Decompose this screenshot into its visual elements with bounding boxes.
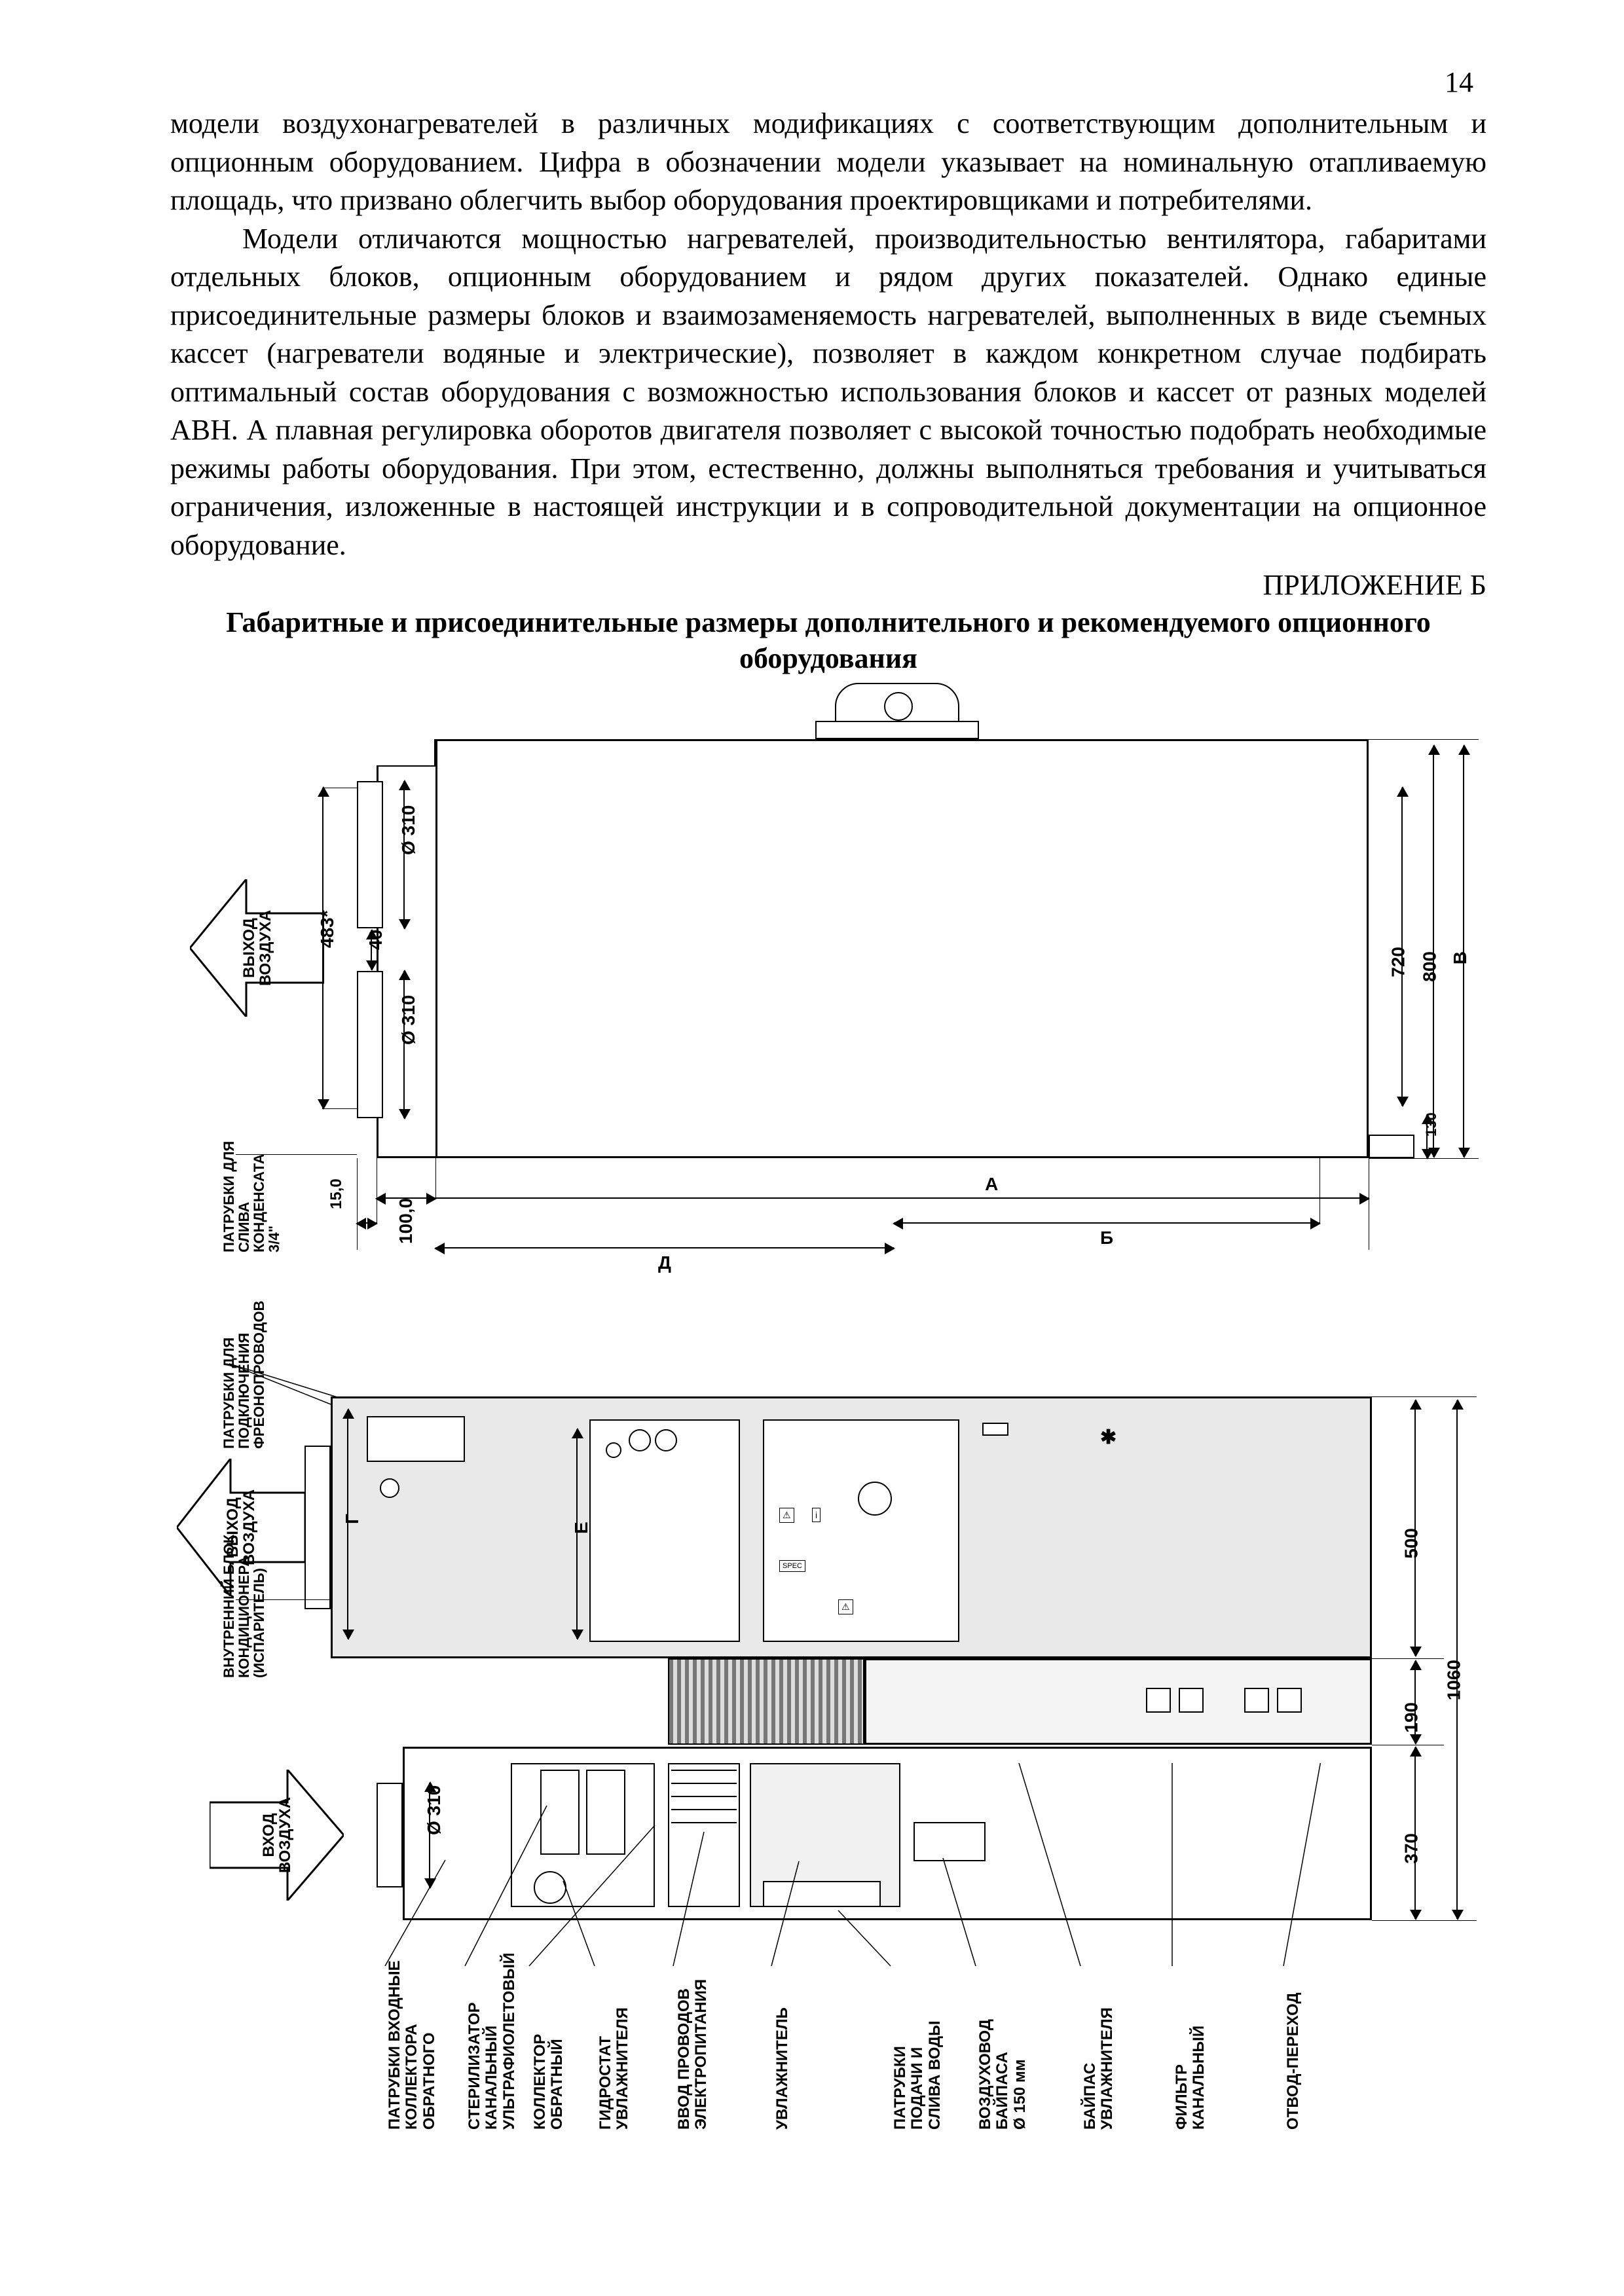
bottom-view: ⚠ i SPEC ⚠ ✱ ВЫХОДВОЗДУХА Г Е ВНУТРЕННИЙ xyxy=(170,1311,1486,2136)
callout-c7: ПАТРУБКИПОДАЧИ ИСЛИВА ВОДЫ xyxy=(892,2021,944,2130)
appendix-title: ПРИЛОЖЕНИЕ Б xyxy=(170,568,1486,602)
dim-1060: 1060 xyxy=(1443,1660,1464,1700)
top-main-housing xyxy=(377,739,1369,1158)
label-evaporator: ВНУТРЕННИЙ БЛОККОНДИЦИОНЕРА(ИСПАРИТЕЛЬ) xyxy=(221,1535,267,1678)
callout-c8: ВОЗДУХОВОДБАЙПАСАØ 150 мм xyxy=(977,2019,1029,2130)
arrow-air-in-label: ВХОДВОЗДУХА xyxy=(260,1797,293,1873)
dim-800: 800 xyxy=(1420,951,1441,982)
callout-c10: ФИЛЬТРКАНАЛЬНЫЙ xyxy=(1173,2026,1208,2130)
callout-c4: ГИДРОСТАТУВЛАЖНИТЕЛЯ xyxy=(597,2007,632,2130)
callout-c2: СТЕРИЛИЗАТОРКАНАЛЬНЫЙУЛЬТРАФИОЛЕТОВЫЙ xyxy=(466,1953,518,2130)
arrow-air-out-top: ВЫХОДВОЗДУХА xyxy=(190,879,324,1017)
arrow-air-in: ВХОДВОЗДУХА xyxy=(210,1770,344,1901)
callout-c6: УВЛАЖНИТЕЛЬ xyxy=(774,2007,791,2130)
paragraph-1: модели воздухонагревателей в различных м… xyxy=(170,105,1486,220)
dim-d310-top: Ø 310 xyxy=(398,805,419,854)
dim-B: Б xyxy=(1100,1228,1113,1248)
callout-c5: ВВОД ПРОВОДОВЭЛЕКТРОПИТАНИЯ xyxy=(676,1979,710,2130)
dim-190: 190 xyxy=(1401,1702,1422,1733)
paragraph-2: Модели отличаются мощностью нагревателей… xyxy=(170,220,1486,565)
callout-c11: ОТВОД-ПЕРЕХОД xyxy=(1285,1993,1302,2130)
callout-c3: КОЛЛЕКТОРОБРАТНЫЙ xyxy=(532,2034,566,2130)
dim-40: 40 xyxy=(365,930,386,950)
technical-drawing: Ø 310 40 Ø 310 483* ВЫХОДВОЗДУХА 130 xyxy=(170,683,1486,2136)
dim-G: Г xyxy=(342,1514,363,1524)
dim-d310-in: Ø 310 xyxy=(424,1785,445,1835)
figure-caption: Габаритные и присоединительные размеры д… xyxy=(170,604,1486,676)
dim-A-span: А xyxy=(985,1174,998,1195)
arrow-air-out-top-label: ВЫХОДВОЗДУХА xyxy=(240,910,273,986)
callout-c1: ПАТРУБКИ ВХОДНЫЕКОЛЛЕКТОРАОБРАТНОГО xyxy=(386,1961,438,2130)
figure-caption-line2: оборудования xyxy=(739,642,917,674)
dim-720: 720 xyxy=(1388,947,1409,977)
dim-V: В xyxy=(1450,951,1471,964)
flex-duct xyxy=(668,1658,864,1745)
body-text-block: модели воздухонагревателей в различных м… xyxy=(170,105,1486,564)
dim-d310-bot: Ø 310 xyxy=(398,994,419,1044)
figure-caption-line1: Габаритные и присоединительные размеры д… xyxy=(226,606,1431,638)
page-number: 14 xyxy=(1445,65,1473,99)
dim-130: 130 xyxy=(1423,1112,1440,1137)
dim-370: 370 xyxy=(1401,1833,1422,1864)
label-kondensat: ПАТРУБКИ ДЛЯСЛИВАКОНДЕНСАТА3/4" xyxy=(221,1141,282,1252)
callout-c9: БАЙПАСУВЛАЖНИТЕЛЯ xyxy=(1082,2007,1116,2130)
dim-100: 100,0 xyxy=(396,1198,416,1244)
dim-D: Д xyxy=(658,1252,671,1273)
dim-500: 500 xyxy=(1401,1528,1422,1559)
dim-E: Е xyxy=(571,1522,592,1535)
dim-15: 15,0 xyxy=(327,1178,346,1209)
top-view: Ø 310 40 Ø 310 483* ВЫХОДВОЗДУХА 130 xyxy=(170,683,1486,1259)
